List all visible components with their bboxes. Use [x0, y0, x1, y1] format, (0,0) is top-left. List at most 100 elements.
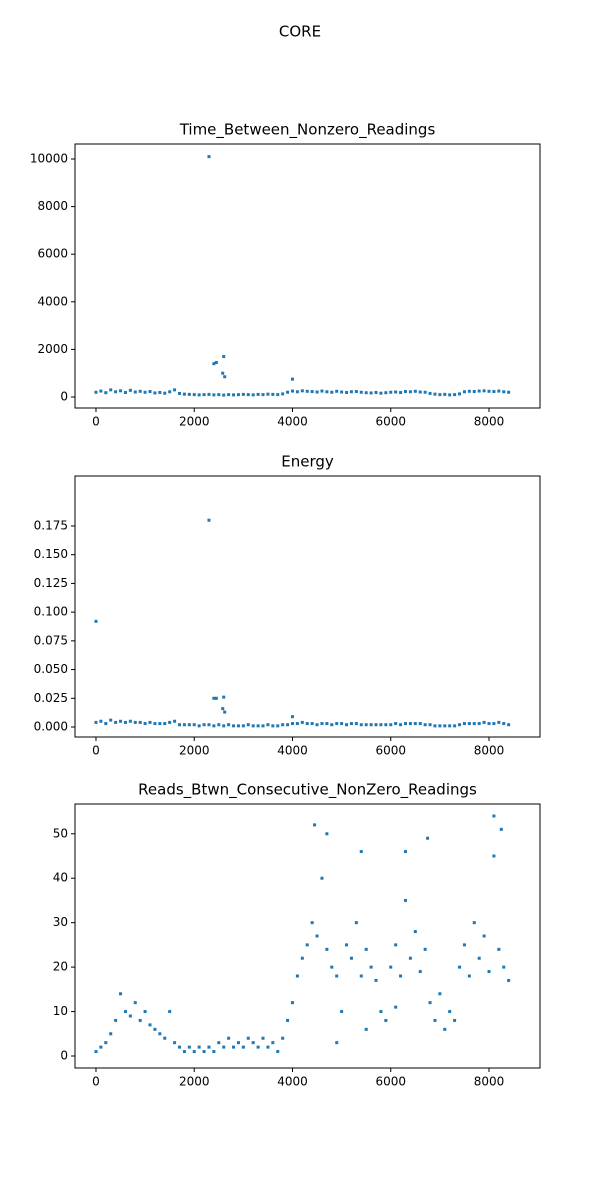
point: [403, 898, 407, 902]
point: [99, 389, 103, 393]
point: [158, 1032, 162, 1036]
point: [394, 1005, 398, 1009]
point: [221, 707, 225, 711]
axes-frame: [74, 803, 541, 1069]
point: [487, 722, 491, 726]
point: [433, 392, 437, 396]
point: [212, 724, 216, 728]
y-tick-label: 0: [60, 390, 68, 404]
point: [133, 1001, 137, 1005]
point: [290, 722, 294, 726]
point: [384, 1018, 388, 1022]
point: [290, 377, 294, 381]
point: [177, 1045, 181, 1049]
point: [359, 850, 363, 854]
point: [482, 934, 486, 938]
point: [325, 947, 329, 951]
point: [217, 723, 221, 727]
point: [453, 393, 457, 397]
point: [192, 723, 196, 727]
point: [403, 390, 407, 394]
point: [153, 1027, 157, 1031]
point: [221, 371, 225, 375]
axes-title: Time_Between_Nonzero_Readings: [179, 121, 436, 140]
point: [217, 1041, 221, 1045]
point: [413, 722, 417, 726]
point: [354, 722, 358, 726]
point: [202, 1050, 206, 1054]
point: [423, 947, 427, 951]
point: [202, 393, 206, 397]
point: [335, 722, 339, 726]
point: [246, 1036, 250, 1040]
y-tick-label: 0.150: [34, 547, 68, 561]
point: [295, 390, 299, 394]
y-tick-label: 0.050: [34, 662, 68, 676]
point: [477, 389, 481, 393]
point: [256, 724, 260, 728]
axes-frame: [74, 475, 541, 738]
point: [453, 1018, 457, 1022]
x-tick-label: 8000: [474, 744, 505, 758]
point: [286, 390, 290, 394]
point: [222, 355, 226, 359]
y-tick-label: 4000: [37, 294, 68, 308]
point: [458, 723, 462, 727]
point: [246, 393, 250, 397]
point: [462, 390, 466, 394]
x-tick-label: 4000: [277, 415, 308, 429]
point: [99, 1045, 103, 1049]
point: [123, 720, 127, 724]
point: [477, 956, 481, 960]
axes-title: Reads_Btwn_Consecutive_NonZero_Readings: [138, 781, 477, 800]
point: [192, 393, 196, 397]
point: [438, 724, 442, 728]
point: [310, 921, 314, 925]
point: [227, 723, 231, 727]
point: [369, 723, 373, 727]
point: [236, 393, 240, 397]
point: [492, 814, 496, 818]
point: [364, 1027, 368, 1031]
point: [408, 956, 412, 960]
point: [236, 724, 240, 728]
point: [109, 388, 113, 392]
point: [256, 1045, 260, 1049]
x-tick-label: 6000: [375, 744, 406, 758]
point: [374, 723, 378, 727]
y-tick-label: 40: [53, 871, 68, 885]
point: [232, 724, 236, 728]
point: [320, 722, 324, 726]
point: [330, 390, 334, 394]
point: [443, 1027, 447, 1031]
point: [182, 392, 186, 396]
point: [330, 965, 334, 969]
point: [458, 392, 462, 396]
point: [290, 715, 294, 719]
x-tick-label: 4000: [277, 744, 308, 758]
point: [182, 723, 186, 727]
point: [487, 970, 491, 974]
point: [359, 390, 363, 394]
point: [187, 723, 191, 727]
point: [325, 832, 329, 836]
point: [241, 1045, 245, 1049]
point: [507, 978, 511, 982]
point: [290, 1001, 294, 1005]
point: [492, 722, 496, 726]
point: [394, 390, 398, 394]
point: [335, 389, 339, 393]
point: [119, 992, 123, 996]
point: [389, 723, 393, 727]
point: [133, 720, 137, 724]
point: [128, 719, 132, 723]
point: [389, 390, 393, 394]
point: [261, 1036, 265, 1040]
x-tick-label: 0: [92, 1075, 100, 1089]
point: [207, 155, 211, 159]
y-tick-label: 0: [60, 1049, 68, 1063]
point: [182, 1050, 186, 1054]
point: [330, 723, 334, 727]
y-tick-label: 8000: [37, 199, 68, 213]
